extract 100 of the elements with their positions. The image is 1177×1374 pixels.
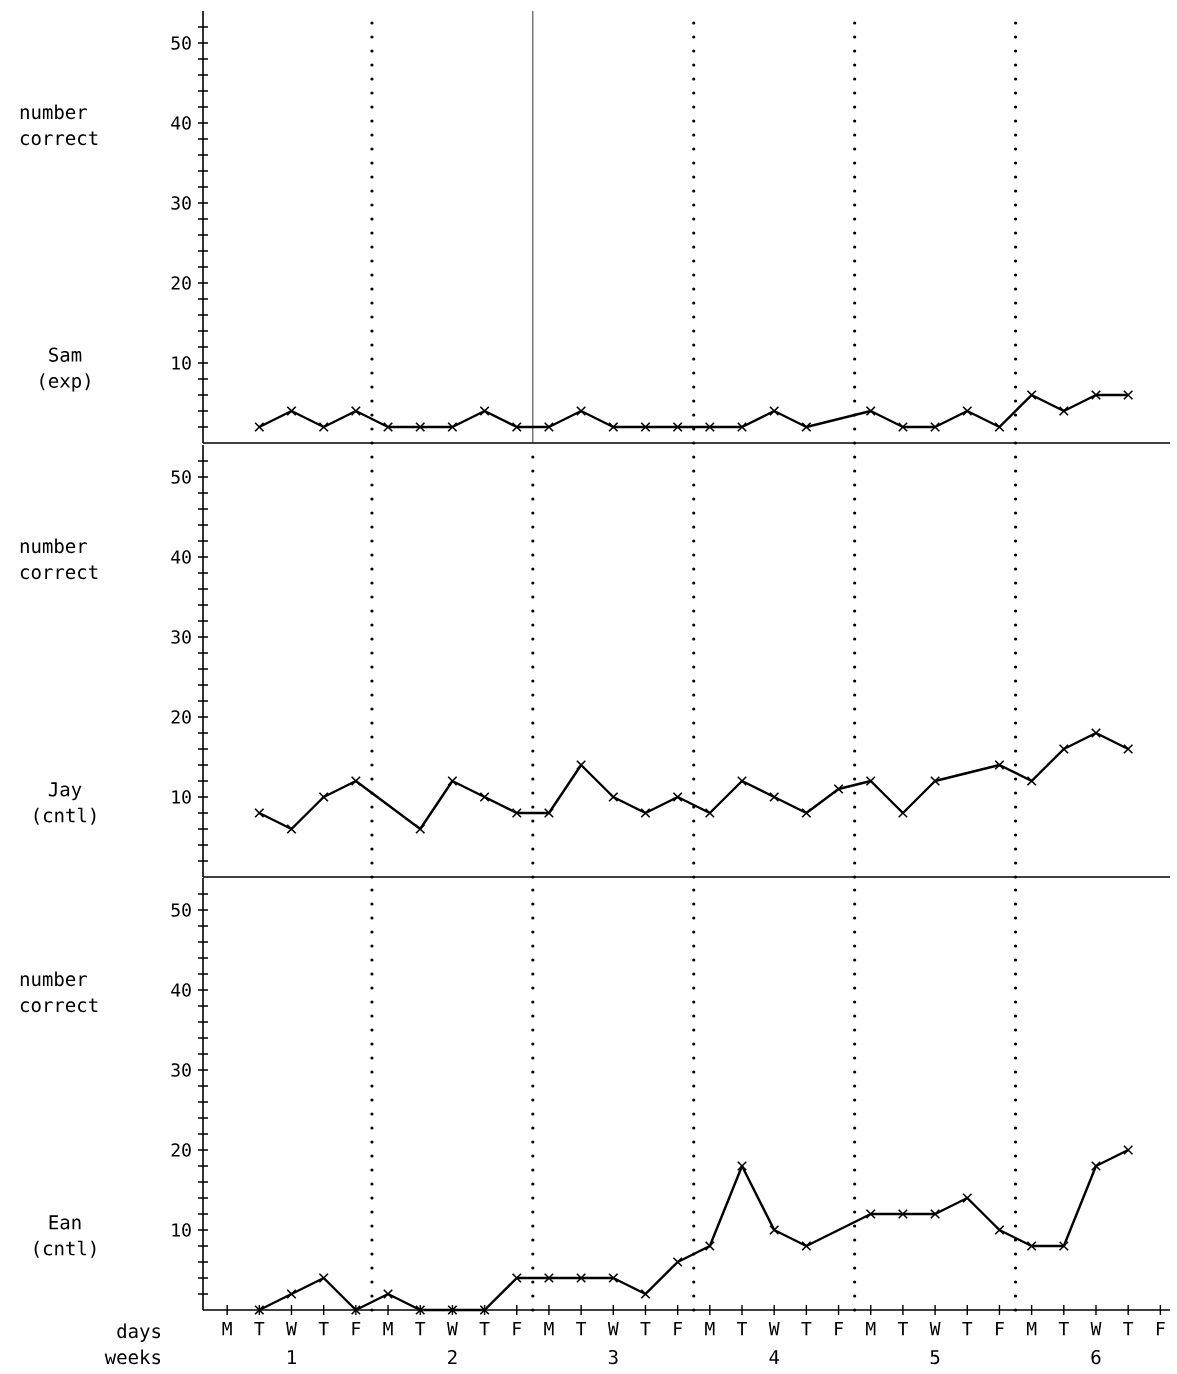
point bbox=[1026, 775, 1037, 787]
y-axis-title: number correct bbox=[20, 971, 98, 1013]
point bbox=[640, 807, 651, 819]
point bbox=[350, 1304, 361, 1316]
point bbox=[350, 775, 361, 787]
point bbox=[704, 807, 715, 819]
x-tick-label: W bbox=[286, 1322, 297, 1336]
x-tick-label: T bbox=[576, 1322, 587, 1336]
point bbox=[608, 1272, 619, 1284]
y-tick-label: 40 bbox=[171, 550, 191, 564]
x-tick-label: F bbox=[835, 1322, 843, 1336]
point bbox=[736, 775, 748, 787]
point bbox=[769, 405, 780, 417]
x-axis-title: days bbox=[117, 1323, 161, 1342]
point bbox=[576, 1272, 587, 1284]
y-tick-label: 50 bbox=[171, 470, 191, 484]
point bbox=[318, 421, 329, 433]
point bbox=[897, 807, 908, 819]
point bbox=[608, 791, 619, 803]
point bbox=[1123, 743, 1134, 755]
point bbox=[865, 775, 876, 787]
x-tick-label: T bbox=[415, 1322, 426, 1336]
point bbox=[1090, 389, 1102, 401]
text: Ean (cntl) bbox=[34, 1215, 96, 1258]
point bbox=[1026, 1240, 1037, 1252]
point bbox=[1058, 1240, 1069, 1252]
point bbox=[1026, 389, 1037, 401]
text: 5 bbox=[930, 1350, 940, 1365]
y-tick-label: 10 bbox=[172, 790, 191, 804]
x-tick-label: W bbox=[607, 1322, 619, 1336]
point bbox=[447, 421, 458, 433]
point bbox=[479, 791, 490, 803]
x-tick-label: W bbox=[929, 1322, 941, 1336]
x-tick-label: M bbox=[222, 1322, 232, 1336]
point bbox=[736, 1160, 748, 1172]
point bbox=[543, 1272, 554, 1284]
point bbox=[286, 405, 297, 417]
point bbox=[994, 759, 1005, 771]
y-tick-label: 10 bbox=[172, 1223, 191, 1237]
x-tick-label: T bbox=[318, 1322, 329, 1336]
point bbox=[801, 1240, 812, 1252]
point bbox=[576, 759, 587, 771]
point bbox=[704, 421, 715, 433]
x-tick-label: W bbox=[768, 1322, 780, 1336]
point bbox=[543, 421, 554, 433]
y-tick-label: 10 bbox=[172, 356, 191, 370]
y-tick-label: 30 bbox=[171, 630, 191, 644]
x-tick-label: T bbox=[897, 1322, 908, 1336]
point bbox=[254, 1304, 265, 1316]
point bbox=[1058, 743, 1069, 755]
point bbox=[318, 1272, 329, 1284]
x-tick-label: T bbox=[254, 1322, 265, 1336]
point bbox=[994, 1224, 1005, 1236]
x-tick-label: M bbox=[544, 1322, 554, 1336]
x-tick-label: T bbox=[479, 1322, 490, 1336]
point bbox=[930, 421, 941, 433]
x-tick-label: F bbox=[1156, 1322, 1165, 1336]
point bbox=[1123, 389, 1134, 401]
x-tick-label: T bbox=[1058, 1322, 1069, 1336]
text: weeks bbox=[104, 1349, 161, 1365]
point bbox=[511, 421, 522, 433]
point bbox=[479, 1304, 490, 1316]
point bbox=[608, 421, 619, 433]
point bbox=[897, 421, 908, 433]
point bbox=[511, 807, 522, 819]
text: Jay (cntl) bbox=[34, 782, 96, 825]
x-tick-label: T bbox=[640, 1322, 651, 1336]
point bbox=[930, 775, 941, 787]
point bbox=[769, 1224, 780, 1236]
point bbox=[769, 791, 780, 803]
x-tick-label: T bbox=[962, 1322, 973, 1336]
x-tick-label: T bbox=[737, 1322, 748, 1336]
x-tick-label: W bbox=[446, 1322, 458, 1336]
x-tick-label: T bbox=[801, 1322, 812, 1336]
point bbox=[576, 405, 587, 417]
point bbox=[962, 405, 973, 417]
y-tick-label: 20 bbox=[171, 276, 191, 290]
text: Sam (exp) bbox=[40, 347, 90, 392]
x-tick-label: F bbox=[513, 1322, 522, 1336]
point bbox=[640, 421, 651, 433]
y-tick-label: 40 bbox=[171, 983, 191, 997]
point bbox=[447, 775, 458, 787]
x-tick-label: F bbox=[996, 1322, 1004, 1336]
point bbox=[543, 807, 554, 819]
y-tick-label: 40 bbox=[171, 116, 191, 130]
x-tick-label: M bbox=[383, 1322, 393, 1336]
point bbox=[994, 421, 1005, 433]
point bbox=[447, 1304, 458, 1316]
point bbox=[640, 1288, 651, 1300]
point bbox=[479, 405, 490, 417]
point bbox=[382, 1288, 394, 1300]
point bbox=[704, 1240, 715, 1252]
text: 1 bbox=[288, 1350, 296, 1364]
x-tick-label: M bbox=[866, 1322, 876, 1336]
point bbox=[254, 421, 265, 433]
y-tick-label: 30 bbox=[171, 196, 191, 210]
x-tick-label: F bbox=[674, 1322, 683, 1336]
x-tick-label: W bbox=[1090, 1322, 1102, 1336]
point bbox=[318, 791, 329, 803]
text: 6 bbox=[1091, 1349, 1101, 1365]
